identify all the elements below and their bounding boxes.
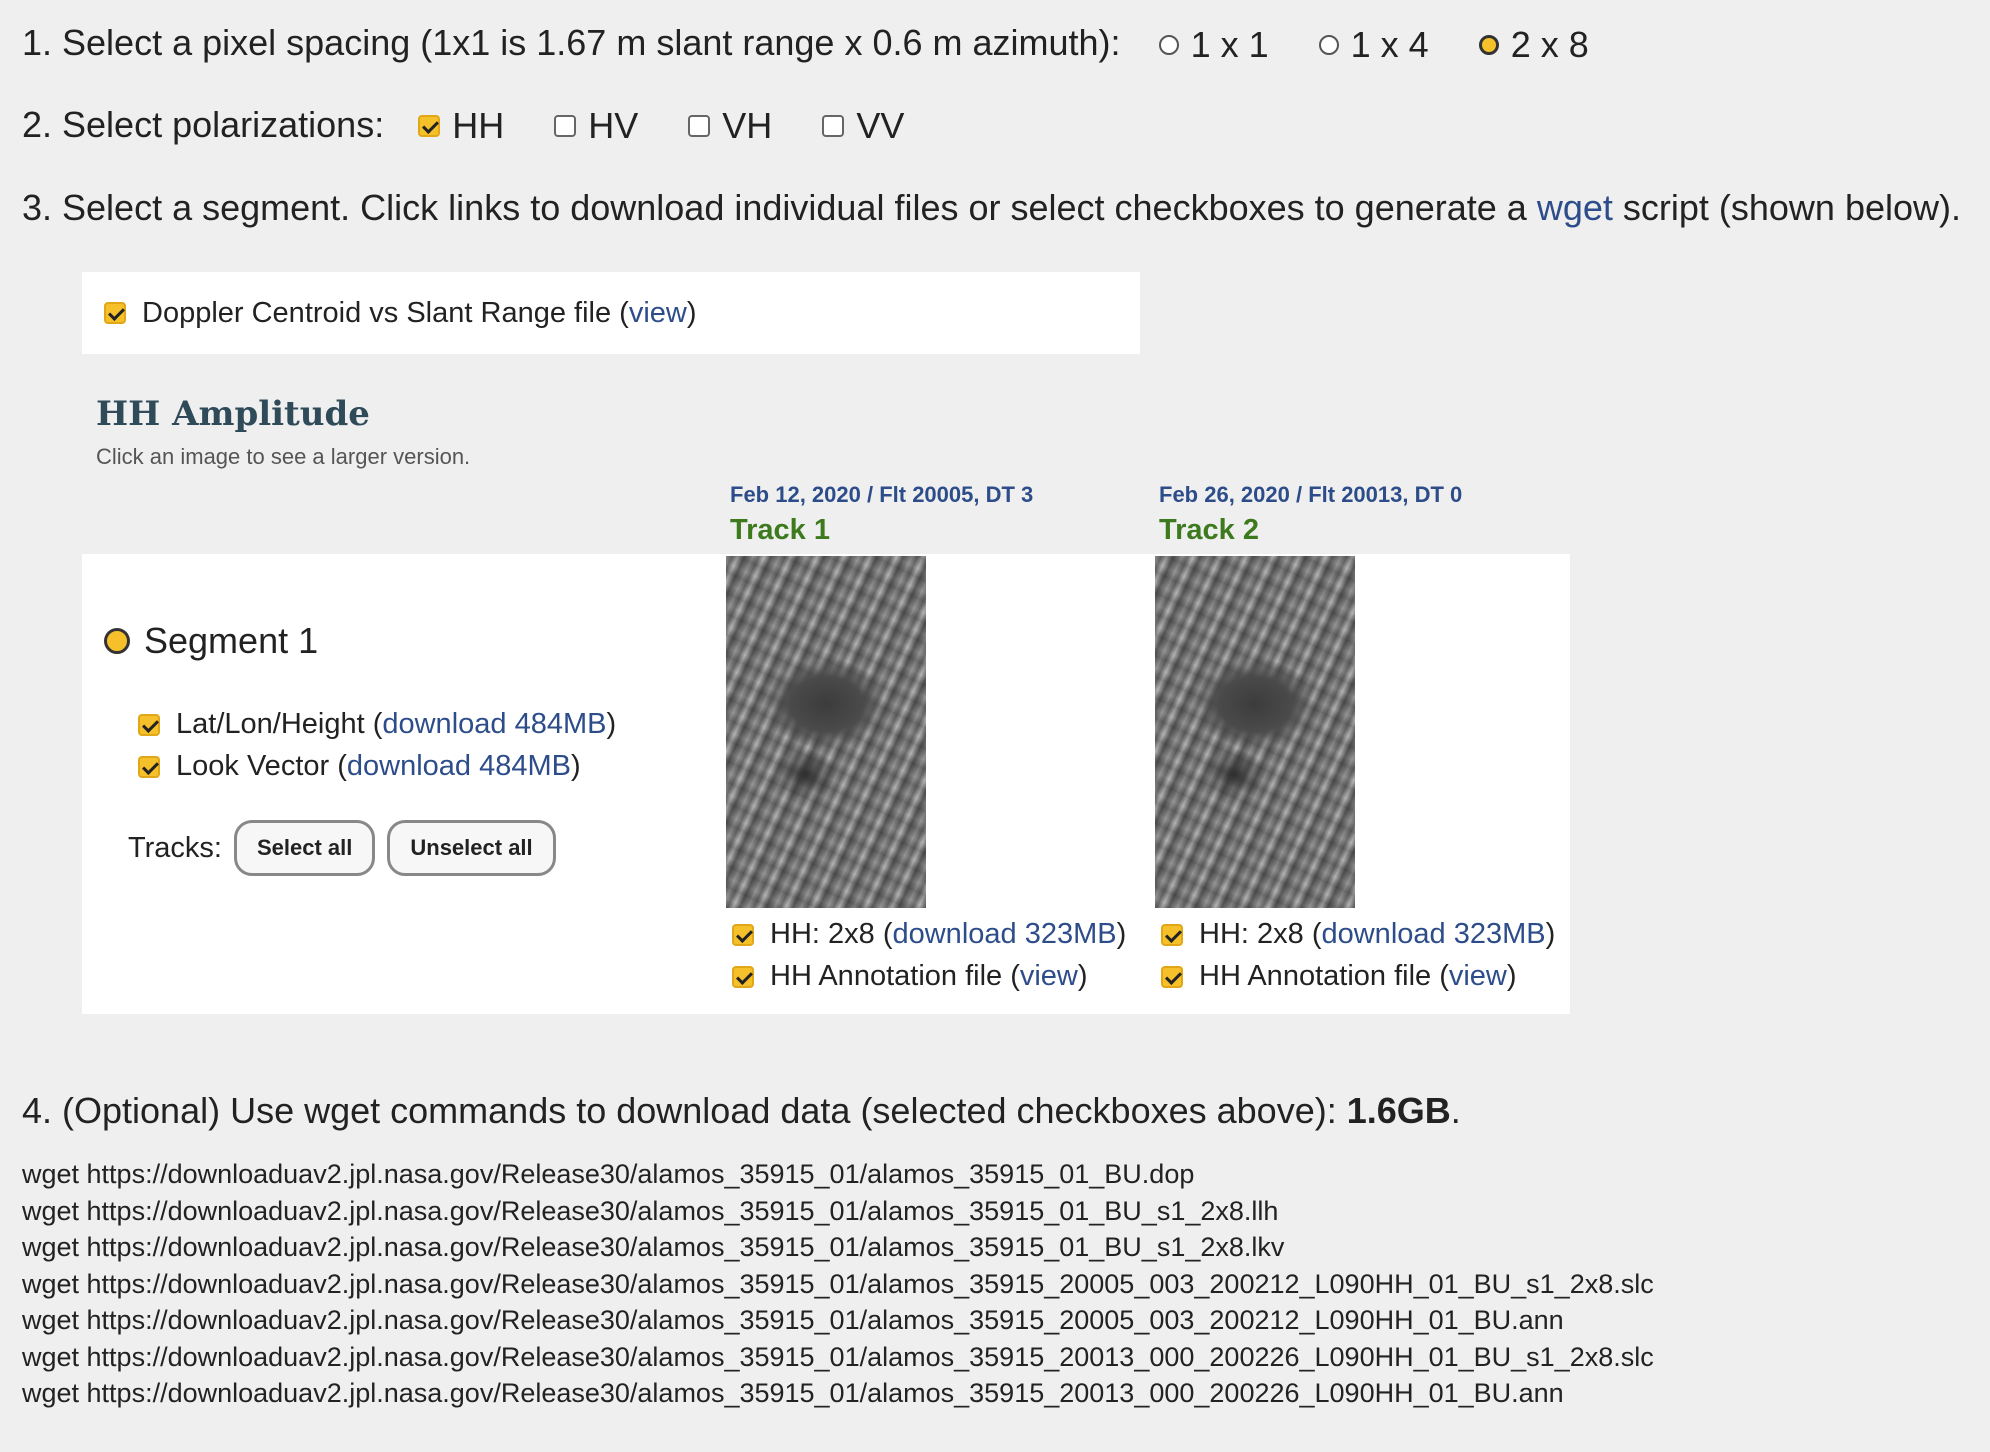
track-1-name: Track 1 [730, 514, 830, 546]
spacing-2x8-radio[interactable] [1478, 35, 1499, 55]
wget-command[interactable]: wget https://downloaduav2.jpl.nasa.gov/R… [22, 1305, 1564, 1335]
wget-command[interactable]: wget https://downloaduav2.jpl.nasa.gov/R… [22, 1268, 1654, 1299]
track-1-date: Feb 12, 2020 / Flt 20005, DT 3 [730, 482, 1034, 507]
look-vector-label: Look Vector ( [176, 750, 347, 782]
wget-command[interactable]: wget https://downloaduav2.jpl.nasa.gov/R… [22, 1195, 1279, 1226]
track-2-hh-close-paren: ) [1545, 918, 1556, 950]
segment-box: Segment 1 Lat/Lon/Height (download 484MB… [82, 554, 1570, 1014]
track-2-hh-download-link[interactable]: download 323MB [1321, 918, 1546, 950]
segment-1-radio[interactable] [104, 628, 130, 654]
doppler-close-paren: ) [686, 296, 697, 329]
doppler-checkbox[interactable] [104, 302, 126, 324]
track-1-hh-file-row: HH: 2x8 (download 323MB) [732, 918, 1126, 951]
track-2-thumbnail[interactable] [1155, 556, 1355, 908]
pol-option-vh[interactable]: VH [688, 105, 772, 147]
track-1-hh-download-link[interactable]: download 323MB [892, 918, 1117, 950]
spacing-1x4-label[interactable]: 1 x 4 [1350, 24, 1429, 65]
spacing-option-2x8[interactable]: 2 x 8 [1478, 24, 1589, 66]
wget-command[interactable]: wget https://downloaduav2.jpl.nasa.gov/R… [22, 1378, 1564, 1408]
spacing-1x1-radio[interactable] [1158, 35, 1179, 55]
doppler-file-box: Doppler Centroid vs Slant Range file (vi… [82, 272, 1140, 354]
unselect-all-button[interactable]: Unselect all [387, 820, 556, 876]
pol-vh-checkbox[interactable] [688, 115, 711, 137]
select-all-button[interactable]: Select all [233, 820, 376, 876]
look-vector-close-paren: ) [570, 750, 581, 782]
track-2-header: Feb 26, 2020 / Flt 20013, DT 0 Track 2 [1159, 482, 1462, 547]
amplitude-title: HH Amplitude [96, 394, 370, 434]
track-1-hh-checkbox[interactable] [732, 923, 754, 946]
wget-summary-label: 4. (Optional) Use wget commands to downl… [22, 1090, 1337, 1131]
latlon-label: Lat/Lon/Height ( [176, 708, 383, 740]
segment-1-option[interactable]: Segment 1 [104, 620, 318, 662]
track-1-hh-label: HH: 2x8 ( [770, 918, 893, 950]
track-2-ann-checkbox[interactable] [1161, 965, 1183, 988]
track-1-hh-close-paren: ) [1116, 918, 1127, 950]
latlon-close-paren: ) [606, 708, 617, 740]
pol-vh-label[interactable]: VH [722, 105, 773, 146]
track-1-ann-view-link[interactable]: view [1019, 960, 1078, 992]
wget-total-size: 1.6GB [1346, 1090, 1451, 1131]
spacing-1x1-label[interactable]: 1 x 1 [1190, 24, 1269, 65]
track-2-date: Feb 26, 2020 / Flt 20013, DT 0 [1159, 482, 1463, 507]
pol-option-vv[interactable]: VV [822, 105, 904, 147]
track-1-ann-checkbox[interactable] [732, 965, 754, 988]
latlon-download-link[interactable]: download 484MB [382, 708, 607, 740]
track-2-hh-checkbox[interactable] [1161, 923, 1183, 946]
pol-option-hh[interactable]: HH [418, 105, 504, 147]
pixel-spacing-row: 1. Select a pixel spacing (1x1 is 1.67 m… [22, 22, 1629, 66]
look-vector-download-link[interactable]: download 484MB [346, 750, 571, 782]
track-2-ann-file-row: HH Annotation file (view) [1161, 960, 1517, 993]
look-vector-checkbox[interactable] [138, 755, 160, 778]
wget-summary: 4. (Optional) Use wget commands to downl… [22, 1090, 1461, 1132]
segment-instructions: 3. Select a segment. Click links to down… [22, 187, 1961, 229]
polarization-row: 2. Select polarizations: HH HV VH VV [22, 104, 944, 147]
segment-instructions-text: 3. Select a segment. Click links to down… [22, 187, 1527, 228]
spacing-2x8-label[interactable]: 2 x 8 [1510, 24, 1589, 65]
track-2-ann-close-paren: ) [1506, 960, 1517, 992]
tracks-controls: Tracks: Select all Unselect all [128, 820, 556, 876]
spacing-option-1x4[interactable]: 1 x 4 [1318, 24, 1429, 66]
amplitude-subtitle: Click an image to see a larger version. [96, 444, 471, 469]
track-1-ann-close-paren: ) [1077, 960, 1088, 992]
look-vector-file-row: Look Vector (download 484MB) [138, 750, 581, 783]
wget-command[interactable]: wget https://downloaduav2.jpl.nasa.gov/R… [22, 1159, 1195, 1189]
pol-option-hv[interactable]: HV [554, 105, 638, 147]
track-1-ann-file-row: HH Annotation file (view) [732, 960, 1088, 993]
wget-command[interactable]: wget https://downloaduav2.jpl.nasa.gov/R… [22, 1341, 1654, 1372]
segment-1-label[interactable]: Segment 1 [144, 620, 319, 661]
pol-hv-checkbox[interactable] [554, 115, 577, 137]
track-1-ann-label: HH Annotation file ( [770, 960, 1020, 992]
pol-vv-label[interactable]: VV [856, 105, 905, 146]
latlon-file-row: Lat/Lon/Height (download 484MB) [138, 708, 616, 741]
track-2-hh-label: HH: 2x8 ( [1199, 918, 1322, 950]
track-1-thumbnail[interactable] [726, 556, 926, 908]
wget-command-list[interactable]: wget https://downloaduav2.jpl.nasa.gov/R… [22, 1156, 1654, 1412]
pol-hh-label[interactable]: HH [452, 105, 505, 146]
doppler-label: Doppler Centroid vs Slant Range file ( [142, 296, 629, 329]
doppler-view-link[interactable]: view [628, 296, 687, 329]
track-1-header: Feb 12, 2020 / Flt 20005, DT 3 Track 1 [730, 482, 1033, 547]
tracks-label: Tracks: [128, 831, 222, 864]
pol-hh-checkbox[interactable] [418, 115, 441, 137]
pol-hv-label[interactable]: HV [588, 105, 639, 146]
latlon-checkbox[interactable] [138, 713, 160, 736]
track-2-ann-label: HH Annotation file ( [1199, 960, 1449, 992]
segment-instructions-suffix: script (shown below). [1622, 187, 1962, 228]
spacing-1x4-radio[interactable] [1318, 35, 1339, 55]
track-2-name: Track 2 [1159, 514, 1259, 546]
track-2-hh-file-row: HH: 2x8 (download 323MB) [1161, 918, 1555, 951]
track-2-ann-view-link[interactable]: view [1448, 960, 1507, 992]
pol-vv-checkbox[interactable] [822, 115, 845, 137]
wget-link[interactable]: wget [1536, 187, 1613, 228]
wget-command[interactable]: wget https://downloaduav2.jpl.nasa.gov/R… [22, 1232, 1285, 1262]
pixel-spacing-label: 1. Select a pixel spacing (1x1 is 1.67 m… [22, 22, 1121, 63]
wget-summary-period: . [1450, 1090, 1461, 1131]
polarization-label: 2. Select polarizations: [22, 104, 385, 145]
spacing-option-1x1[interactable]: 1 x 1 [1158, 24, 1269, 66]
